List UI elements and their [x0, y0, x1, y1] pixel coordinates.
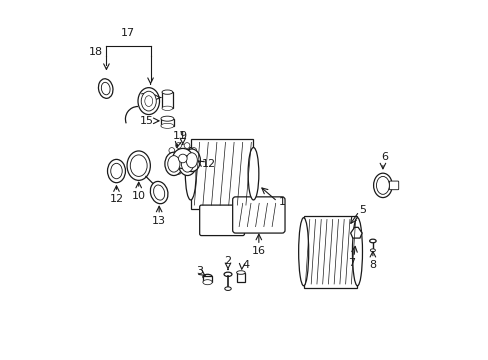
Text: 12: 12	[109, 194, 123, 204]
Text: 12: 12	[201, 159, 215, 169]
Ellipse shape	[161, 123, 174, 129]
Text: 9: 9	[179, 131, 186, 141]
Text: 8: 8	[368, 260, 376, 270]
Ellipse shape	[162, 90, 172, 94]
Ellipse shape	[186, 153, 197, 168]
Ellipse shape	[162, 106, 172, 111]
Circle shape	[193, 156, 199, 161]
Ellipse shape	[164, 152, 183, 176]
Circle shape	[172, 148, 192, 168]
FancyBboxPatch shape	[199, 205, 244, 235]
Ellipse shape	[107, 159, 125, 183]
Text: 15: 15	[140, 116, 154, 126]
FancyBboxPatch shape	[388, 181, 398, 190]
Ellipse shape	[236, 271, 244, 274]
Ellipse shape	[203, 280, 212, 285]
Circle shape	[168, 164, 174, 169]
FancyBboxPatch shape	[232, 197, 285, 233]
Ellipse shape	[203, 274, 212, 279]
Ellipse shape	[224, 287, 231, 291]
Text: 18: 18	[88, 46, 102, 57]
Text: 6: 6	[380, 152, 387, 162]
Ellipse shape	[167, 156, 180, 172]
Text: 4: 4	[242, 260, 248, 270]
Polygon shape	[350, 227, 362, 238]
Ellipse shape	[141, 91, 156, 111]
Ellipse shape	[144, 96, 152, 107]
Ellipse shape	[185, 148, 196, 200]
Text: 14: 14	[140, 93, 154, 103]
Bar	[236, 273, 244, 282]
Text: 1: 1	[278, 197, 285, 207]
Text: 5: 5	[359, 206, 366, 216]
Text: 11: 11	[173, 131, 186, 140]
Text: 3: 3	[196, 266, 203, 276]
Ellipse shape	[110, 163, 122, 179]
Ellipse shape	[181, 156, 193, 172]
Bar	[303, 216, 357, 288]
Text: 17: 17	[121, 28, 135, 39]
Ellipse shape	[369, 249, 375, 252]
Ellipse shape	[178, 152, 196, 176]
Ellipse shape	[101, 82, 110, 95]
Ellipse shape	[247, 148, 258, 200]
Ellipse shape	[150, 181, 167, 204]
Circle shape	[178, 154, 187, 163]
Text: 10: 10	[131, 191, 145, 201]
Circle shape	[168, 148, 174, 153]
Ellipse shape	[161, 116, 174, 121]
Ellipse shape	[153, 185, 164, 200]
Bar	[162, 92, 172, 108]
Ellipse shape	[224, 272, 231, 276]
Circle shape	[191, 164, 196, 169]
FancyBboxPatch shape	[190, 139, 253, 209]
Bar	[203, 276, 211, 282]
Ellipse shape	[369, 239, 375, 243]
Circle shape	[175, 168, 181, 174]
Bar	[161, 119, 174, 126]
Ellipse shape	[376, 176, 388, 194]
Circle shape	[184, 168, 189, 174]
Ellipse shape	[130, 155, 147, 176]
Circle shape	[191, 148, 196, 153]
Ellipse shape	[127, 151, 150, 180]
Ellipse shape	[138, 87, 159, 114]
Text: 2: 2	[224, 256, 231, 266]
Ellipse shape	[98, 79, 113, 98]
Ellipse shape	[183, 149, 200, 172]
Circle shape	[166, 156, 172, 161]
Ellipse shape	[298, 218, 308, 286]
Ellipse shape	[373, 173, 391, 198]
Text: 13: 13	[152, 216, 166, 226]
Text: 7: 7	[348, 258, 355, 268]
Circle shape	[184, 143, 189, 148]
Ellipse shape	[352, 218, 362, 286]
Circle shape	[175, 143, 181, 148]
Text: 16: 16	[251, 246, 265, 256]
